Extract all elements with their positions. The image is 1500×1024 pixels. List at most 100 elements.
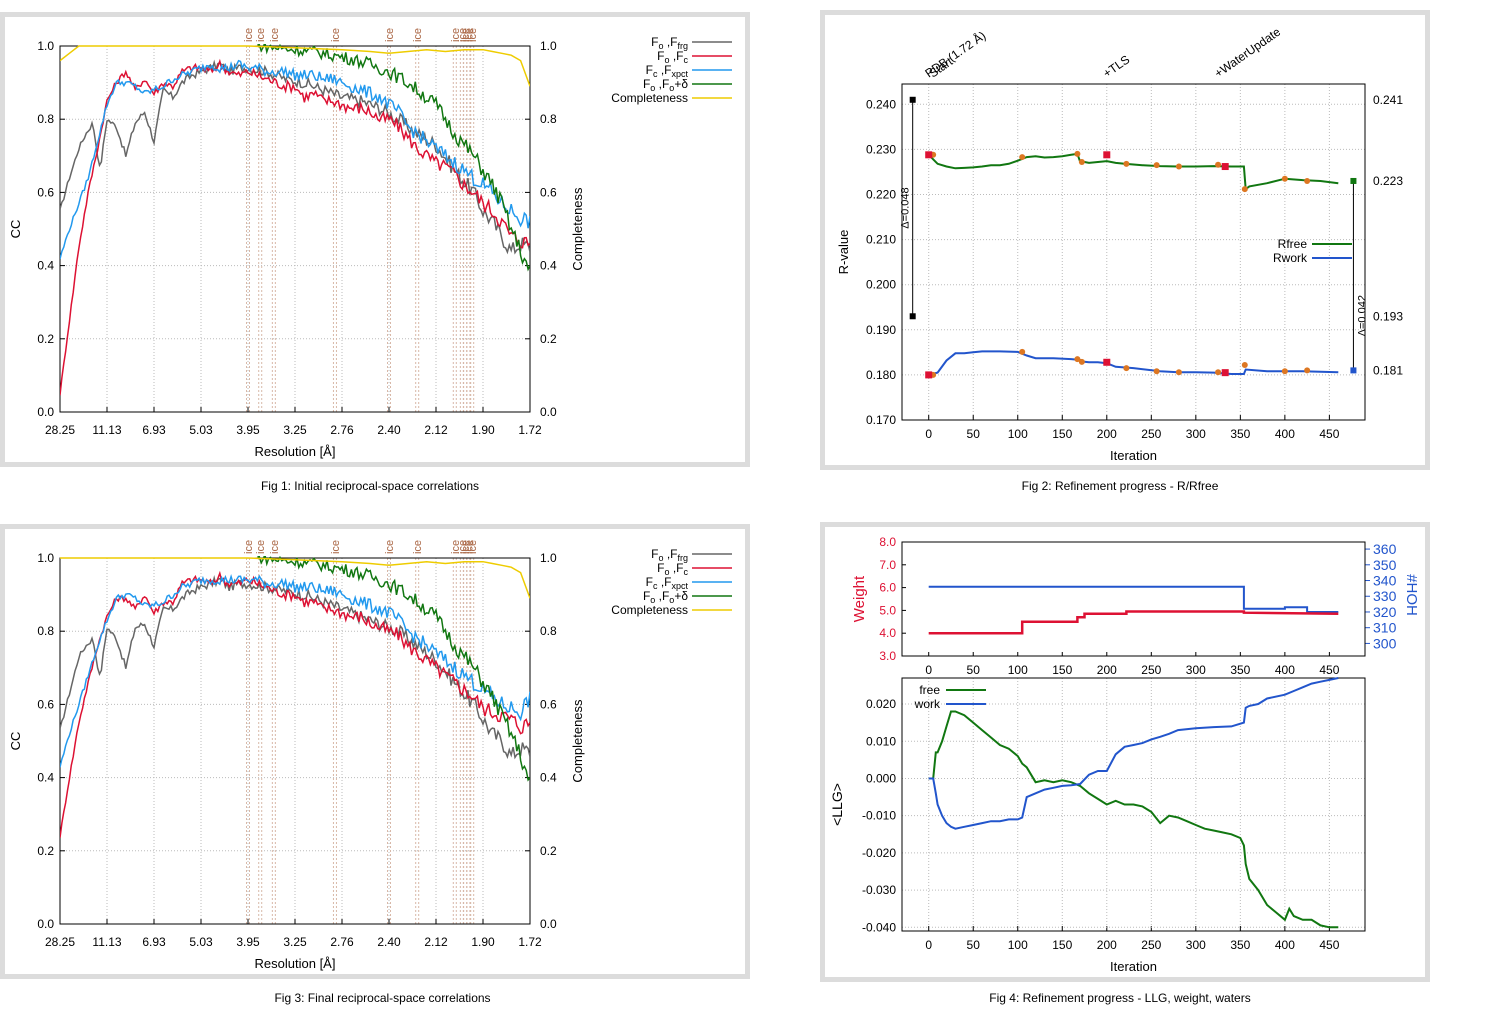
fig3-ytick-label: 0.4 (37, 771, 54, 785)
fig2-ytick-label: 0.200 (866, 278, 896, 292)
fig2-final-rfree-marker (1350, 177, 1357, 184)
fig1-chart: 28.25 11.13 6.93 5.03 3.95 3.25 2.76 2.40 2.12 1.… (8, 28, 732, 459)
fig4-weight-ytick-label: 6.0 (879, 581, 896, 595)
fig1-ytick-label: 0.6 (37, 185, 54, 199)
fig2-legend-label: Rfree (1278, 237, 1308, 251)
fig3-legend-label: Fc ,Fxpct (646, 575, 689, 591)
fig3-ytick-label: 1.0 (37, 551, 54, 565)
fig1-xtick-label: 5.03 (189, 423, 213, 437)
fig1-series-group (60, 44, 530, 396)
fig1-xtick-label: 6.93 (142, 423, 166, 437)
fig1-ice-label: ice (384, 28, 396, 42)
fig4-xtick-label: 350 (1230, 938, 1250, 952)
fig4-hoh-ytick-label: 330 (1373, 588, 1397, 604)
fig4-ytick-label: -0.040 (862, 920, 896, 934)
fig3-legend-label: Completeness (611, 603, 688, 617)
fig3-ytick-label: 0.8 (37, 624, 54, 638)
fig2-marker-red (1221, 369, 1229, 377)
fig4-hoh-ytick-label: 300 (1373, 635, 1397, 651)
fig4-xtick-label: 100 (1008, 938, 1028, 952)
fig4-xtick-label: 0 (925, 938, 932, 952)
fig1-ice-label: ice (412, 28, 424, 42)
fig2-xtick-label: 150 (1052, 427, 1072, 441)
fig4-ytick-label: -0.020 (862, 846, 896, 860)
fig3-ice-label: ice (457, 540, 469, 554)
fig3-chart: 28.25 11.13 6.93 5.03 3.95 3.25 2.76 2.40 2.12 1.… (8, 540, 732, 971)
fig2-right-value: 0.241 (1373, 93, 1403, 107)
fig2-marker-orange (1019, 154, 1026, 161)
fig3-xlabel: Resolution [Å] (255, 956, 336, 971)
fig4-hoh-label: #HOH (1403, 574, 1420, 616)
fig2-marker-red (1103, 358, 1111, 366)
fig1-ytick-label: 1.0 (37, 39, 54, 53)
fig3-y2tick-label: 0.2 (540, 844, 557, 858)
fig4-ytick-label: 0.000 (866, 771, 896, 785)
fig4-ylabel: <LLG> (829, 783, 845, 826)
fig2-marker-orange (1215, 161, 1222, 168)
fig2-xtick-label: 50 (967, 427, 981, 441)
fig4-weight-ytick-label: 3.0 (879, 649, 896, 663)
fig4-series-work (928, 677, 1339, 830)
fig3-ytick-label: 0.6 (37, 697, 54, 711)
fig2-marker-orange (1074, 356, 1081, 363)
fig4-xtick-label: 200 (1097, 938, 1117, 952)
fig1-panel (0, 12, 750, 467)
fig3-series-group (60, 556, 530, 838)
fig2-marker-red (1221, 163, 1229, 171)
fig2-top-label: +WaterUpdate (1212, 24, 1284, 80)
fig1-xtick-label: 28.25 (45, 423, 75, 437)
fig2-ytick-label: 0.220 (866, 187, 896, 201)
fig2-top-label: +TLS (1100, 52, 1132, 80)
fig4-top-xtick-label: 250 (1141, 663, 1161, 677)
fig4-top-frame (901, 541, 1366, 657)
fig3-ice-label: ice (269, 540, 281, 554)
fig4-weight-ytick-label: 4.0 (879, 626, 896, 640)
fig4-top-xtick-label: 200 (1097, 663, 1117, 677)
fig1-ice-label: ice (460, 28, 472, 42)
fig1-series-1 (60, 58, 530, 396)
fig1-series-2 (60, 59, 530, 260)
fig2-xtick-label: 0 (925, 427, 932, 441)
fig1-ice-label: ice (457, 28, 469, 42)
fig3-xtick-label: 5.03 (189, 935, 213, 949)
fig2-right-value: 0.193 (1373, 309, 1403, 323)
fig1-ytick-label: 0.4 (37, 259, 54, 273)
fig3-xtick-label: 3.95 (236, 935, 260, 949)
fig4-hoh-ytick-label: 340 (1373, 573, 1397, 589)
fig3-series-0 (60, 575, 530, 760)
fig4-chart: 0 50 100 150 200 250 300 350 400 450 3.0 4.0 5.0 6.0 7… (829, 535, 1420, 974)
fig2-plot-frame (901, 83, 1366, 421)
fig3-plot-frame (59, 557, 531, 925)
fig4-top-xtick-label: 400 (1275, 663, 1295, 677)
fig3-xtick-label: 2.40 (377, 935, 401, 949)
fig4-panel (820, 522, 1430, 982)
fig2-series-Rfree (927, 152, 1339, 191)
fig4-hoh-ytick-label: 320 (1373, 604, 1397, 620)
fig3-ice-label: ice (243, 540, 255, 554)
fig3-xtick-label: 11.13 (92, 935, 121, 949)
fig4-hoh-line (928, 585, 1339, 613)
fig3-legend-label: Fo ,Ffrg (651, 547, 688, 563)
fig2-marker-red (925, 151, 933, 159)
fig3-ice-label: ice (463, 540, 475, 554)
fig3-legend-label: Fo ,Fc (657, 561, 688, 577)
fig1-y2tick-label: 0.6 (540, 185, 557, 199)
fig4-xtick-label: 50 (967, 938, 981, 952)
fig2-ytick-label: 0.210 (866, 233, 896, 247)
fig2-marker-orange (1241, 361, 1248, 368)
fig2-marker-orange (1123, 160, 1130, 167)
fig3-series-3 (257, 556, 530, 782)
fig1-plot-frame (59, 45, 531, 413)
fig4-xtick-label: 250 (1141, 938, 1161, 952)
fig3-xtick-label: 6.93 (142, 935, 166, 949)
fig4-xtick-label: 150 (1052, 938, 1072, 952)
fig2-xlabel: Iteration (1110, 448, 1157, 463)
fig1-series-3 (257, 44, 530, 272)
fig4-top-xtick-label: 350 (1230, 663, 1250, 677)
fig1-legend-label: Fo ,Ffrg (651, 35, 688, 51)
fig1-legend-label: Completeness (611, 91, 688, 105)
fig2-series-Rwork (928, 350, 1339, 376)
fig1-xtick-label: 3.25 (283, 423, 307, 437)
fig1-y2label: Completeness (570, 187, 585, 271)
fig1-ylabel: CC (8, 220, 23, 239)
